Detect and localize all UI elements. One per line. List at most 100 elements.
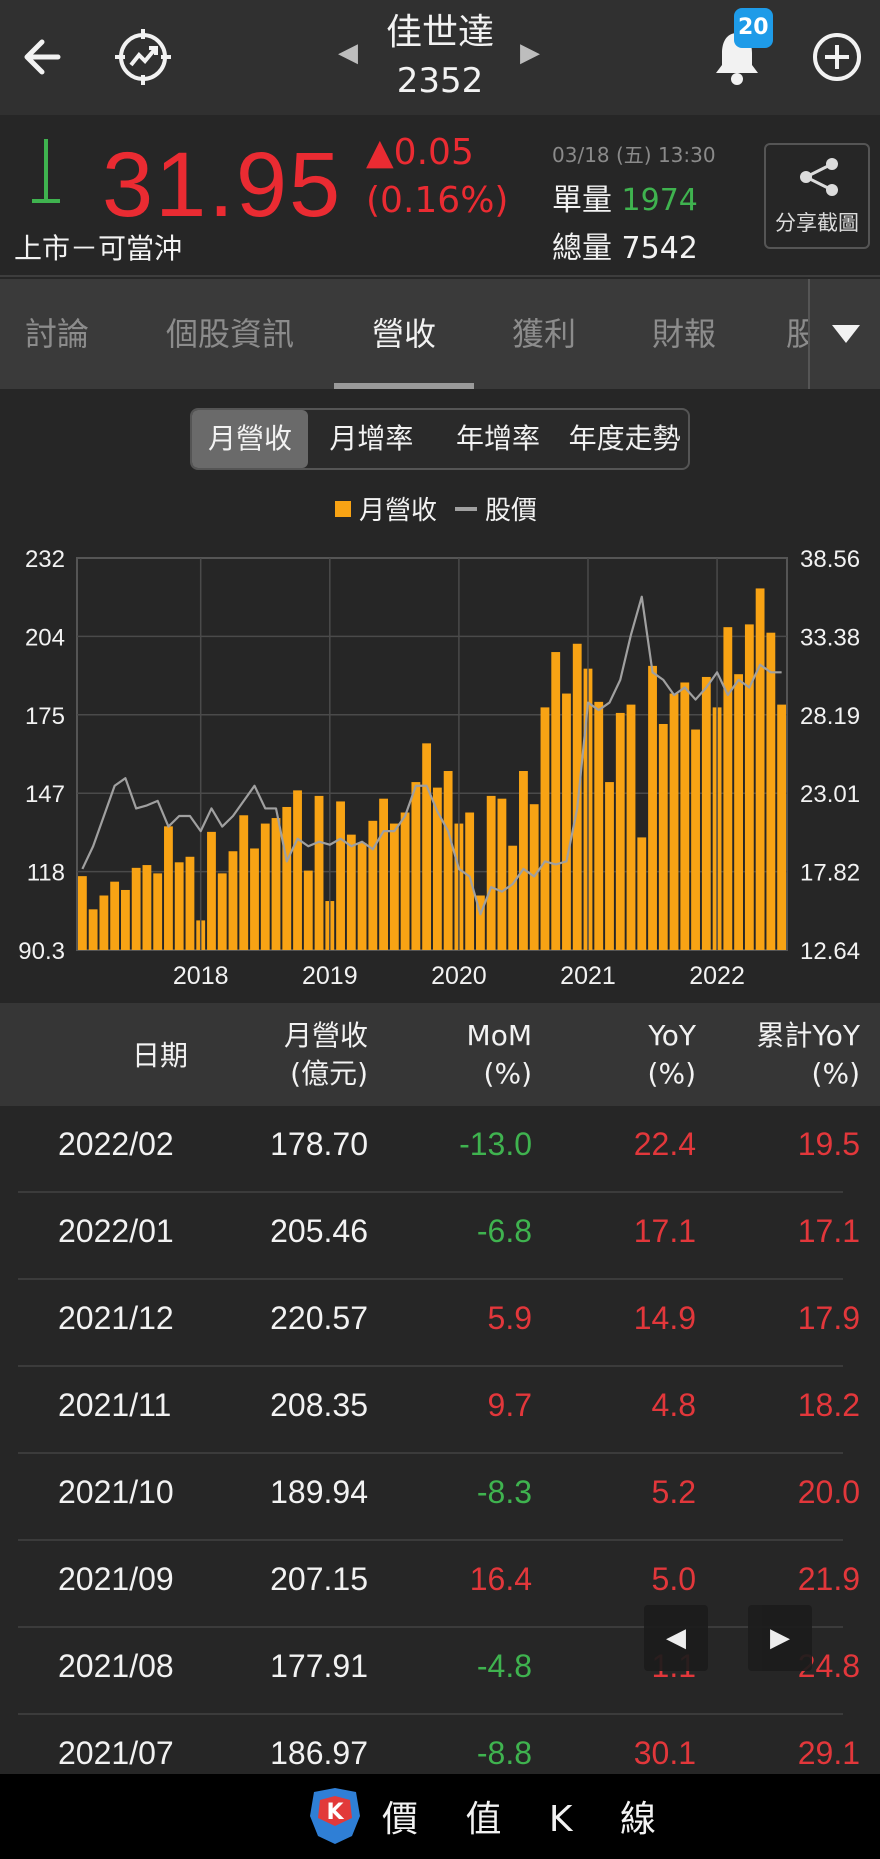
revenue-bar (648, 665, 657, 950)
revenue-bar (680, 682, 690, 950)
prev-page-button[interactable]: ◀ (644, 1605, 708, 1671)
revenue-bar (626, 704, 636, 950)
x-tick: 2018 (173, 962, 229, 990)
revenue-bar (153, 873, 163, 950)
tab-discussion[interactable]: 討論 (24, 315, 89, 353)
header-mom-unit: (%) (483, 1057, 532, 1090)
price-change-percent: (0.16%) (366, 180, 509, 221)
revenue-bar (475, 895, 485, 950)
revenue-bar (88, 909, 98, 950)
legend-price-swatch (455, 506, 478, 511)
revenue-bar (594, 701, 604, 950)
tab-dropdown-button[interactable] (808, 279, 880, 389)
header-yoy: YoY (%) (648, 1017, 696, 1093)
header-revenue-unit: (億元) (290, 1057, 368, 1090)
table-row[interactable]: 2021/10 189.94 -8.3 5.2 20.0 (0, 1454, 880, 1541)
header-yoy-unit: (%) (647, 1057, 696, 1090)
stock-target-icon[interactable] (108, 22, 178, 92)
row-date: 2021/11 (58, 1387, 172, 1423)
header-mom: MoM (%) (467, 1017, 532, 1093)
row-revenue: 220.57 (270, 1300, 368, 1336)
revenue-bar (432, 787, 442, 950)
revenue-bar (379, 798, 389, 950)
revenue-bar (777, 704, 787, 950)
revenue-bar (217, 873, 227, 950)
revenue-bar (411, 782, 421, 950)
table-row[interactable]: 2021/12 220.57 5.9 14.9 17.9 (0, 1280, 880, 1367)
segment-annual-trend[interactable]: 年度走勢 (568, 422, 681, 455)
table-row[interactable]: 2022/01 205.46 -6.8 17.1 17.1 (0, 1193, 880, 1280)
revenue-bar (110, 881, 120, 950)
x-tick: 2019 (302, 962, 358, 990)
y-left-tick: 175 (25, 703, 65, 730)
total-volume-value: 7542 (621, 231, 698, 266)
revenue-bar (77, 876, 87, 950)
tab-revenue[interactable]: 營收 (371, 315, 436, 353)
share-screenshot-button[interactable]: 分享截圖 (764, 143, 870, 249)
x-tick: 2021 (560, 962, 616, 990)
top-bar: ◀ 佳世達 2352 ▶ 20 (0, 0, 880, 115)
row-mom: -6.8 (476, 1213, 532, 1249)
revenue-bar (691, 729, 700, 950)
row-revenue: 205.46 (270, 1213, 368, 1249)
revenue-bar (669, 693, 679, 950)
header-date: 日期 (131, 1039, 188, 1072)
tab-financials[interactable]: 財報 (651, 315, 716, 353)
y-right-tick: 28.19 (800, 703, 860, 730)
revenue-view-segment: 月營收 月增率 年增率 年度走勢 (190, 408, 690, 470)
price-change-value: ▲0.05 (366, 132, 474, 173)
revenue-bar (164, 826, 173, 950)
table-row[interactable]: 2021/11 208.35 9.7 4.8 18.2 (0, 1367, 880, 1454)
revenue-bar (185, 856, 195, 950)
y-right-tick: 33.38 (800, 624, 860, 651)
table-header: 日期 月營收 (億元) MoM (%) YoY (%) 累計YoY (%) (0, 1003, 880, 1106)
row-date: 2022/01 (58, 1213, 174, 1249)
row-cumulative-yoy: 17.9 (797, 1300, 860, 1336)
y-left-tick: 90.3 (18, 938, 65, 965)
tab-stock-info[interactable]: 個股資訊 (165, 315, 294, 353)
revenue-bar (131, 867, 141, 950)
table-row[interactable]: 2021/07 186.97 -8.8 30.1 29.1 (0, 1715, 880, 1774)
revenue-bar (207, 831, 216, 950)
table-row[interactable]: 2022/02 178.70 -13.0 22.4 19.5 (0, 1106, 880, 1193)
revenue-bar (734, 674, 744, 950)
legend-revenue-swatch (335, 500, 351, 517)
next-page-button[interactable]: ▶ (748, 1605, 812, 1671)
row-yoy: 17.1 (633, 1213, 696, 1249)
revenue-bar (443, 771, 453, 950)
next-stock-arrow-icon[interactable]: ▶ (520, 38, 540, 68)
revenue-bar (658, 723, 668, 950)
revenue-bar (755, 588, 765, 950)
row-yoy: 5.2 (651, 1474, 696, 1510)
total-volume-label: 總量 (552, 231, 612, 266)
revenue-bar (508, 845, 518, 950)
revenue-bar (228, 851, 238, 950)
revenue-bar (486, 795, 496, 950)
revenue-bar (465, 812, 475, 950)
y-left-tick: 232 (25, 546, 65, 573)
back-arrow-icon[interactable] (8, 22, 78, 92)
prev-stock-arrow-icon[interactable]: ◀ (338, 38, 358, 68)
row-mom: -8.3 (476, 1474, 532, 1510)
add-circle-icon[interactable] (802, 22, 872, 92)
market-label: 上市－可當沖 (14, 232, 183, 265)
revenue-bar (572, 643, 582, 950)
down-arrow-icon (32, 139, 60, 203)
revenue-bar (314, 795, 324, 950)
section-tabs: 討論 個股資訊 營收 獲利 財報 股 (0, 279, 880, 389)
chart-legend: 月營收 股價 (335, 490, 537, 527)
dropdown-triangle-icon (832, 325, 860, 343)
share-icon (800, 158, 838, 196)
revenue-bar (497, 798, 507, 950)
row-date: 2021/09 (58, 1561, 174, 1597)
segment-mom-rate[interactable]: 月增率 (329, 422, 414, 455)
row-divider (18, 1452, 843, 1454)
segment-monthly-revenue[interactable]: 月營收 (192, 410, 308, 468)
header-yoy-label: YoY (648, 1019, 696, 1052)
tab-profit[interactable]: 獲利 (511, 315, 576, 353)
table-row[interactable]: 2021/09 207.15 16.4 5.0 21.9 (0, 1541, 880, 1628)
x-tick: 2020 (431, 962, 487, 990)
row-cumulative-yoy: 29.1 (797, 1735, 860, 1771)
segment-yoy-rate[interactable]: 年增率 (456, 422, 541, 455)
row-mom: -13.0 (459, 1126, 532, 1162)
